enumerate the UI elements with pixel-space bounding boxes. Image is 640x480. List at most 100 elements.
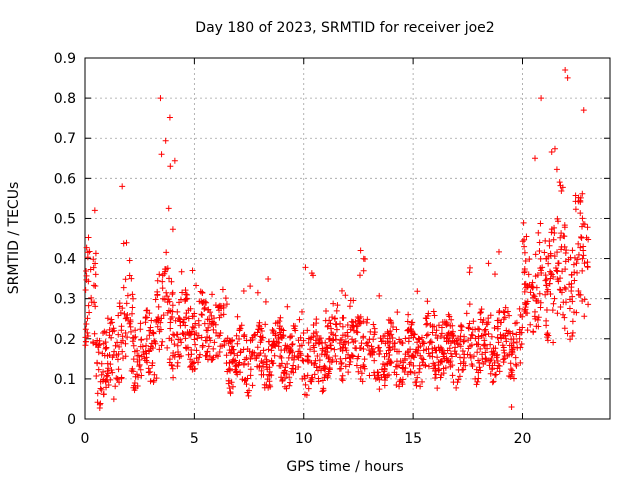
data-point [304,327,311,334]
data-point [396,383,403,390]
data-point [169,302,176,309]
data-point [119,348,126,355]
data-point [490,378,497,385]
data-point [522,310,529,317]
data-point [322,308,329,315]
data-point [92,271,99,278]
data-point [226,365,233,372]
data-point [344,321,351,328]
data-point [460,358,467,365]
data-point [393,371,400,378]
data-point [580,107,587,114]
data-point [491,350,498,357]
data-point [381,382,388,389]
data-point [150,379,157,386]
data-point [315,378,322,385]
data-point [407,368,414,375]
data-point [246,348,253,355]
data-point [450,333,457,340]
data-point [443,338,450,345]
data-point [513,331,520,338]
data-point [178,268,185,275]
data-point [521,288,528,295]
data-point [543,255,550,262]
data-point [356,272,363,279]
data-point [214,353,221,360]
data-point [558,246,565,253]
data-point [342,355,349,362]
data-point [229,358,236,365]
data-point [164,309,171,316]
data-point [305,339,312,346]
data-point [431,344,438,351]
data-point [454,340,461,347]
data-point [466,269,473,276]
data-point [383,350,390,357]
data-point [154,316,161,323]
data-point [272,342,279,349]
data-point [359,378,366,385]
data-point [84,254,91,261]
data-point [131,379,138,386]
y-tick-label: 0.6 [54,171,76,187]
data-point [449,372,456,379]
data-point [298,342,305,349]
data-point [221,338,228,345]
data-point [229,383,236,390]
data-point [94,390,101,397]
data-point [179,330,186,337]
data-point [458,327,465,334]
data-point [542,272,549,279]
data-point [465,324,472,331]
data-point [449,322,456,329]
data-point [433,327,440,334]
data-point [465,325,472,332]
data-point [268,372,275,379]
data-point [213,329,220,336]
data-point [243,337,250,344]
data-point [580,220,587,227]
data-point [423,332,430,339]
data-point [176,353,183,360]
data-point [198,311,205,318]
data-point [468,361,475,368]
data-point [377,347,384,354]
data-point [395,362,402,369]
data-point [177,296,184,303]
data-point [329,331,336,338]
data-point [497,319,504,326]
y-tick-label: 0.3 [54,292,76,308]
data-point [138,336,145,343]
data-point [482,355,489,362]
data-point [160,312,167,319]
data-point [199,342,206,349]
data-point [316,357,323,364]
data-point [179,319,186,326]
data-point [284,303,291,310]
data-point [91,207,98,214]
data-point [407,326,414,333]
data-point [551,253,558,260]
data-point [193,282,200,289]
data-point [199,289,206,296]
data-point [535,229,542,236]
data-point [443,322,450,329]
data-point [187,363,194,370]
data-point [243,381,250,388]
data-point [532,315,539,322]
data-point [174,342,181,349]
data-point [278,354,285,361]
data-point [553,166,560,173]
data-point [151,371,158,378]
data-point [150,330,157,337]
data-point [543,282,550,289]
data-point [516,335,523,342]
data-point [553,267,560,274]
axis-ticks: 0 0.1 0.2 0.3 0.4 0.5 0.6 0.7 0.8 0.9 0 5 10 15 20 [54,51,610,447]
data-point [397,377,404,384]
data-point [560,233,567,240]
data-point [388,320,395,327]
data-point [579,215,586,222]
data-point [297,334,304,341]
data-point [330,336,337,343]
